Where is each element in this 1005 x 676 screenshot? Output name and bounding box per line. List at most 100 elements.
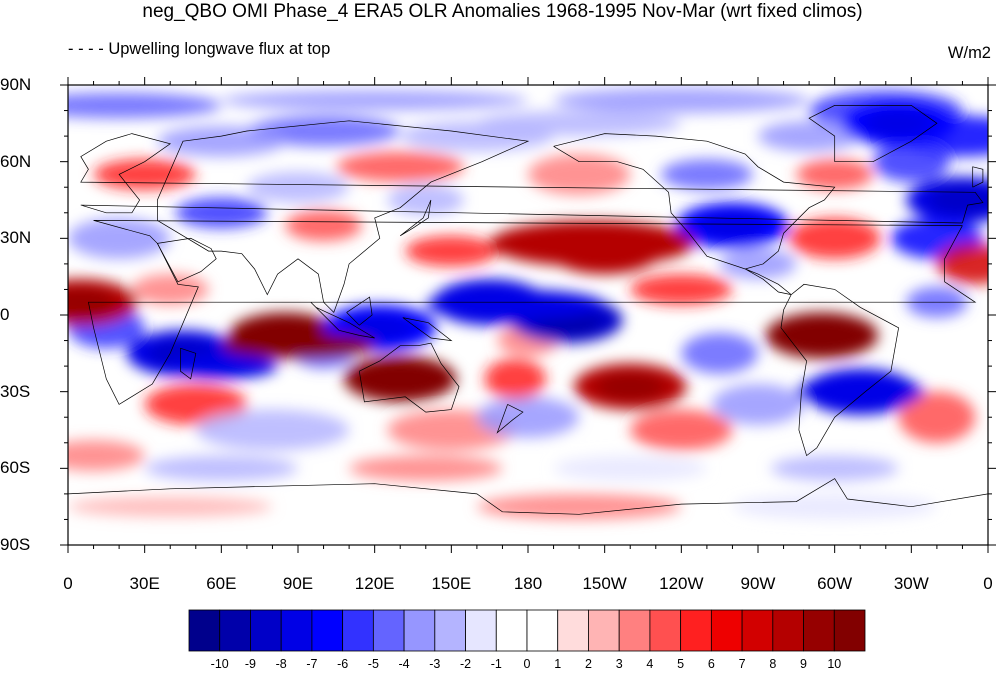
colorbar-tick-label: -2 <box>459 657 472 671</box>
anomaly-texture <box>336 151 465 183</box>
colorbar-tick-label: 1 <box>554 657 562 671</box>
lon-label: 120W <box>659 574 704 593</box>
coastline <box>972 166 984 188</box>
anomaly-texture <box>144 384 247 425</box>
map-plot-area <box>60 77 996 553</box>
coastline <box>553 133 836 270</box>
coastline <box>157 120 530 314</box>
anomaly-core <box>596 372 664 401</box>
anomaly-texture <box>476 396 580 438</box>
colorbar-tick-label: -1 <box>490 657 502 671</box>
colorbar-swatch <box>250 609 282 652</box>
anomaly-texture <box>175 197 268 229</box>
colorbar-swatch <box>495 609 528 652</box>
lon-label: 0 <box>983 574 993 593</box>
lon-label: 90E <box>282 574 314 593</box>
anomaly-texture <box>68 496 273 517</box>
units-label: W/m2 <box>947 44 991 62</box>
colorbar-tick-label: -9 <box>244 657 257 671</box>
colorbar-tick-label: 5 <box>677 657 685 671</box>
anomaly-texture <box>144 455 298 482</box>
colorbar-swatch <box>465 609 497 652</box>
colorbar-tick-label: -3 <box>429 657 441 671</box>
lon-label: 30E <box>129 574 160 593</box>
anomaly-texture <box>553 87 810 114</box>
anomaly-band <box>425 289 605 321</box>
anomaly-texture <box>484 358 546 400</box>
coastline <box>310 301 375 339</box>
colorbar-tick-label: 7 <box>738 657 746 671</box>
anomaly-core <box>366 365 434 393</box>
lon-label: 150W <box>582 574 627 593</box>
anomaly-texture <box>719 248 797 280</box>
anomaly-texture <box>476 110 682 137</box>
anomaly-texture <box>93 159 196 190</box>
anomaly-texture <box>68 92 222 119</box>
anomaly-texture <box>68 440 145 471</box>
colorbar-tick-label: 2 <box>584 657 592 671</box>
anomaly-texture <box>387 184 465 216</box>
axis-ticks <box>60 77 996 553</box>
colorbar-tick-label: -7 <box>306 657 318 671</box>
colorbar-tick-label: 0 <box>523 657 531 671</box>
anomaly-core <box>346 313 414 342</box>
lat-label: 60S <box>0 458 31 478</box>
coastline <box>402 317 453 342</box>
colorbar-swatch <box>526 609 559 652</box>
lon-label: 180 <box>513 574 543 593</box>
coastlines <box>68 105 988 515</box>
colorbar-swatch <box>680 609 712 652</box>
anomaly-texture <box>131 274 209 305</box>
anomaly-texture <box>936 243 988 285</box>
colorbar-swatch <box>772 609 804 652</box>
lon-label: 30W <box>893 574 929 593</box>
colorbar-tick-label: -10 <box>210 657 229 671</box>
anomaly-texture <box>898 391 976 443</box>
anomaly-texture <box>285 210 362 241</box>
anomaly-texture <box>349 455 503 482</box>
lon-label: 0 <box>63 574 73 593</box>
anomaly-texture <box>681 332 759 374</box>
coastline <box>358 342 460 413</box>
lat-label: 0 <box>0 305 10 324</box>
colorbar-swatch <box>833 609 866 652</box>
colorbar-tick-label: -6 <box>337 657 349 671</box>
anomaly-texture <box>553 455 707 482</box>
lon-label: 120E <box>354 574 395 593</box>
anomaly-texture <box>630 409 733 451</box>
colorbar-swatch <box>618 609 651 652</box>
colorbar-swatch <box>434 609 466 652</box>
anomaly-texture <box>660 159 753 190</box>
lat-label: 90S <box>0 535 31 554</box>
anomaly-field <box>68 87 988 520</box>
anomaly-core <box>864 109 933 138</box>
anomaly-texture <box>712 384 804 425</box>
anomaly-texture <box>195 409 350 451</box>
anomaly-texture <box>221 90 529 111</box>
coastline <box>346 296 373 326</box>
coastline <box>780 283 899 457</box>
anomaly-band <box>165 353 278 379</box>
lon-label: 150E <box>431 574 472 593</box>
anomaly-core <box>788 321 856 350</box>
colorbar-swatch <box>280 609 313 652</box>
anomaly-texture <box>528 154 631 195</box>
anomaly-texture <box>630 274 733 305</box>
anomaly-texture <box>246 171 350 203</box>
anomaly-texture <box>68 217 171 259</box>
colorbar-tick-label: -5 <box>367 657 379 671</box>
lat-label: 30N <box>0 228 32 248</box>
colorbar-tick-label: 8 <box>769 657 777 671</box>
anomaly-texture <box>476 493 682 520</box>
colorbar-swatch <box>649 609 682 652</box>
colorbar-tick-label: -4 <box>398 657 410 671</box>
coastline <box>808 105 938 163</box>
anomaly-band <box>489 220 695 267</box>
anomaly-texture <box>770 455 899 482</box>
colorbar-swatch <box>403 609 436 652</box>
anomaly-band <box>221 332 375 359</box>
coastline <box>180 347 197 380</box>
colorbar-swatch <box>588 609 620 652</box>
coastline <box>496 404 524 434</box>
